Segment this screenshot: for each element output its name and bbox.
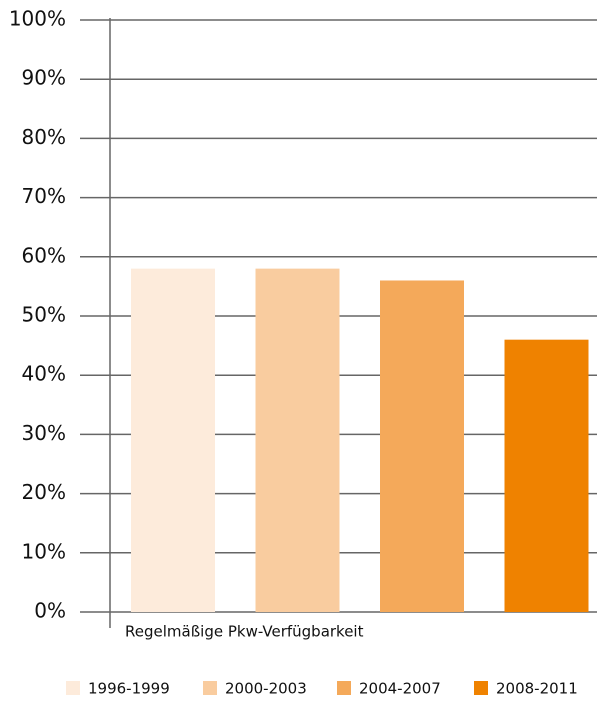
x-tick-label: Regelmäßige Pkw-Verfügbarkeit: [125, 623, 364, 641]
y-tick-label: 70%: [22, 184, 66, 208]
y-tick-label: 30%: [22, 421, 66, 445]
y-tick-label: 100%: [9, 7, 66, 31]
y-tick-label: 90%: [22, 66, 66, 90]
bar: [380, 280, 464, 612]
legend-swatch: [203, 681, 217, 695]
legend-label: 2004-2007: [359, 680, 441, 698]
y-tick-label: 40%: [22, 362, 66, 386]
y-tick-label: 50%: [22, 303, 66, 327]
y-tick-label: 80%: [22, 125, 66, 149]
bar: [504, 339, 589, 612]
y-tick-label: 20%: [22, 480, 66, 504]
y-tick-label: 60%: [22, 243, 66, 267]
legend-swatch: [474, 681, 488, 695]
legend-swatch: [66, 681, 80, 695]
legend-label: 2008-2011: [496, 680, 578, 698]
y-tick-label: 0%: [34, 599, 66, 623]
legend-label: 1996-1999: [88, 680, 170, 698]
bar: [131, 268, 215, 612]
legend-swatch: [337, 681, 351, 695]
bar: [255, 268, 340, 612]
legend-label: 2000-2003: [225, 680, 307, 698]
y-tick-label: 10%: [22, 539, 66, 563]
